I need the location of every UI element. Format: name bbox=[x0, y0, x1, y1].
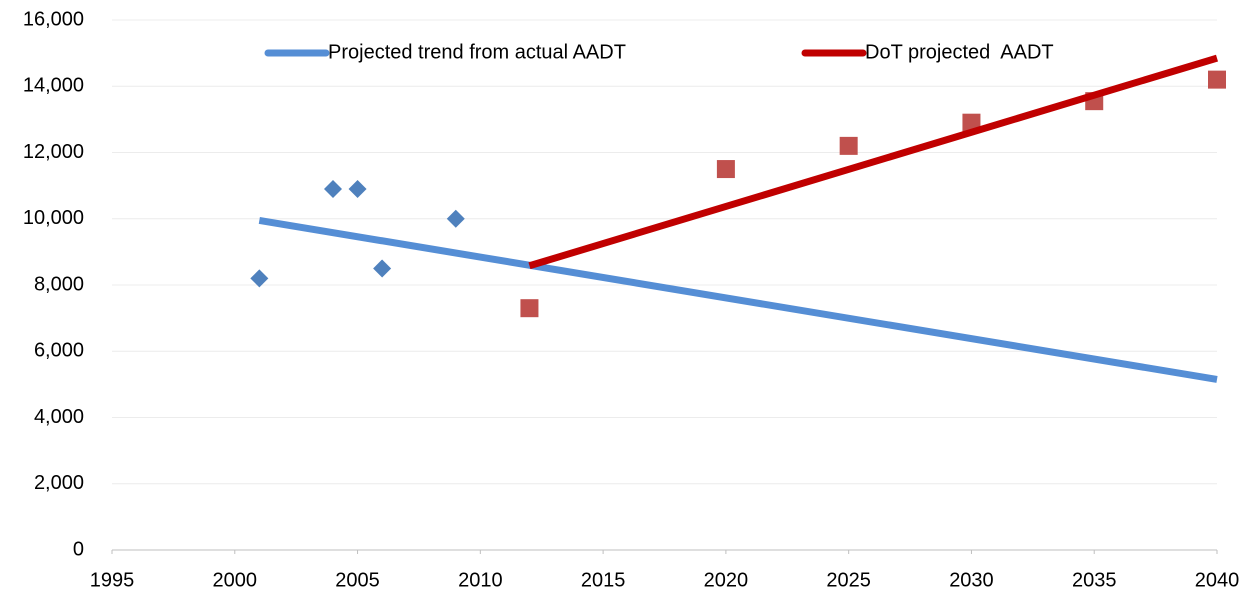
legend-label: Projected trend from actual AADT bbox=[328, 41, 626, 63]
trend-line bbox=[528, 54, 1219, 270]
x-tick-label: 2005 bbox=[335, 569, 380, 591]
x-tick-label: 2025 bbox=[826, 569, 871, 591]
trend-line bbox=[258, 216, 1218, 383]
y-tick-label: 8,000 bbox=[34, 273, 84, 295]
x-tick-label: 2010 bbox=[458, 569, 503, 591]
square-marker bbox=[716, 160, 735, 179]
square-marker bbox=[839, 136, 858, 155]
square-marker bbox=[1208, 70, 1226, 89]
legend-label: DoT projected AADT bbox=[865, 41, 1054, 63]
diamond-marker bbox=[250, 269, 269, 288]
square-marker bbox=[962, 113, 981, 132]
square-marker bbox=[520, 299, 539, 318]
x-tick-label: 2020 bbox=[704, 569, 749, 591]
diamond-marker bbox=[348, 179, 367, 198]
y-tick-label: 2,000 bbox=[34, 472, 84, 494]
x-tick-label: 2015 bbox=[581, 569, 626, 591]
y-tick-label: 6,000 bbox=[34, 340, 84, 362]
y-tick-label: 4,000 bbox=[34, 406, 84, 428]
y-tick-label: 0 bbox=[73, 538, 84, 560]
diamond-marker bbox=[373, 259, 392, 278]
x-tick-label: 2035 bbox=[1072, 569, 1117, 591]
diamond-marker bbox=[446, 209, 465, 228]
x-tick-label: 2000 bbox=[213, 569, 258, 591]
y-tick-label: 16,000 bbox=[23, 8, 84, 30]
y-tick-label: 14,000 bbox=[23, 75, 84, 97]
x-tick-label: 1995 bbox=[90, 569, 135, 591]
y-tick-label: 10,000 bbox=[23, 207, 84, 229]
x-tick-label: 2030 bbox=[949, 569, 994, 591]
x-tick-label: 2040 bbox=[1195, 569, 1240, 591]
diamond-marker bbox=[324, 179, 342, 198]
y-tick-label: 12,000 bbox=[23, 141, 84, 163]
